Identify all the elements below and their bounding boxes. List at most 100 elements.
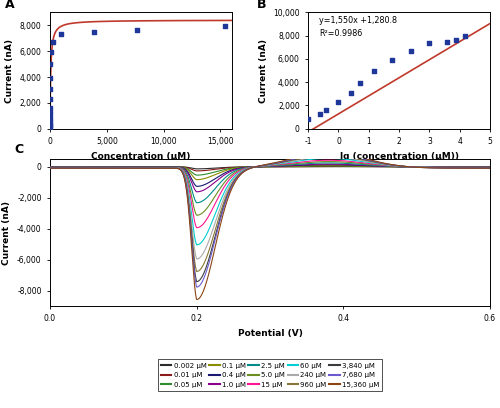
0.01 μM (241, 164, 247, 169)
0.05 μM (241, 165, 247, 170)
15,360 μM (391, 162, 397, 167)
60 μM (194, 242, 200, 247)
Line: 0.05 μM: 0.05 μM (50, 166, 490, 175)
Point (46, 124, 54, 131)
2.5 μM (391, 164, 397, 169)
Point (274, 122, 282, 129)
7,680 μM (226, 192, 232, 197)
0.1 μM (47, 164, 53, 169)
Point (452, 37, 460, 44)
3,840 μM (241, 169, 247, 173)
0.01 μM (47, 164, 53, 169)
0.01 μM (226, 165, 232, 170)
15,360 μM (399, 164, 405, 169)
0.002 μM (326, 164, 332, 169)
Y-axis label: Current (nA): Current (nA) (5, 38, 14, 102)
960 μM (350, 155, 356, 160)
X-axis label: Potential (V): Potential (V) (238, 329, 302, 338)
15 μM (194, 225, 200, 230)
Line: 0.01 μM: 0.01 μM (50, 166, 490, 171)
240 μM (241, 168, 247, 173)
15 μM (391, 164, 397, 169)
Point (46, 61, 54, 67)
7,680 μM (350, 154, 356, 159)
960 μM (399, 164, 405, 169)
15 μM (241, 166, 247, 171)
5.0 μM (391, 164, 397, 169)
5.0 μM (399, 164, 405, 169)
Y-axis label: Current (nA): Current (nA) (2, 201, 12, 264)
0.05 μM (47, 164, 53, 169)
Point (462, 33, 469, 40)
0.4 μM (226, 169, 232, 174)
2.5 μM (194, 200, 200, 205)
X-axis label: lg (concentration (μM)): lg (concentration (μM)) (340, 152, 458, 161)
0.1 μM (241, 165, 247, 170)
0.05 μM (194, 173, 200, 177)
0.002 μM (391, 164, 397, 169)
Line: 0.1 μM: 0.1 μM (50, 166, 490, 180)
Point (334, 99, 342, 105)
0.002 μM (194, 166, 200, 171)
Line: 240 μM: 240 μM (50, 157, 490, 259)
5.0 μM (350, 160, 356, 165)
Point (406, 47, 414, 54)
5.0 μM (241, 166, 247, 171)
0.1 μM (226, 167, 232, 172)
960 μM (326, 153, 332, 158)
0.002 μM (241, 164, 247, 169)
7,680 μM (391, 163, 397, 168)
5.0 μM (92, 165, 98, 170)
3,840 μM (487, 166, 493, 171)
Point (48, 39, 56, 45)
1.0 μM (92, 165, 98, 170)
Point (304, 116, 312, 122)
Point (134, 27, 141, 33)
2.5 μM (241, 166, 247, 171)
60 μM (92, 165, 98, 170)
Point (370, 67, 378, 74)
240 μM (350, 157, 356, 162)
0.01 μM (194, 169, 200, 173)
240 μM (399, 164, 405, 169)
7,680 μM (326, 151, 332, 156)
0.01 μM (92, 164, 98, 169)
7,680 μM (47, 166, 53, 171)
0.4 μM (92, 164, 98, 169)
240 μM (391, 163, 397, 168)
Point (346, 89, 354, 96)
240 μM (92, 165, 98, 170)
1.0 μM (399, 164, 405, 169)
15,360 μM (350, 153, 356, 158)
Line: 1.0 μM: 1.0 μM (50, 164, 490, 192)
0.01 μM (487, 164, 493, 169)
1.0 μM (226, 170, 232, 175)
0.01 μM (391, 164, 397, 169)
15 μM (399, 164, 405, 169)
Point (46, 122, 54, 129)
3,840 μM (194, 279, 200, 284)
Text: A: A (4, 0, 14, 11)
0.4 μM (326, 162, 332, 167)
Line: 3,840 μM: 3,840 μM (50, 154, 490, 282)
15 μM (487, 165, 493, 170)
3,840 μM (226, 191, 232, 195)
0.01 μM (326, 164, 332, 169)
3,840 μM (391, 163, 397, 168)
0.1 μM (194, 177, 200, 182)
3,840 μM (47, 166, 53, 171)
Line: 60 μM: 60 μM (50, 158, 490, 245)
0.05 μM (226, 166, 232, 171)
Point (295, 120, 303, 126)
15,360 μM (241, 169, 247, 174)
3,840 μM (350, 155, 356, 160)
15 μM (226, 178, 232, 183)
0.4 μM (350, 163, 356, 168)
0.002 μM (47, 164, 53, 169)
960 μM (194, 269, 200, 274)
3,840 μM (326, 152, 332, 157)
Point (46, 109, 54, 116)
Point (46, 119, 54, 125)
0.4 μM (241, 165, 247, 170)
60 μM (350, 158, 356, 163)
